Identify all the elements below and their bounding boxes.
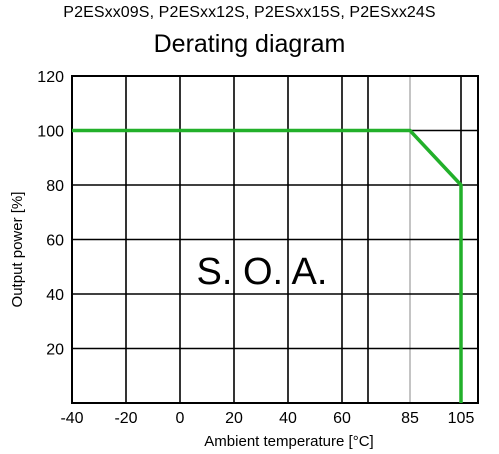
x-tick-label: 85 bbox=[401, 410, 419, 427]
x-tick-label: 0 bbox=[176, 410, 185, 427]
x-tick-label: -40 bbox=[60, 410, 83, 427]
y-tick-label: 60 bbox=[46, 233, 64, 250]
plot-frame bbox=[71, 75, 479, 404]
x-tick-label: 105 bbox=[448, 410, 475, 427]
y-tick-label: 100 bbox=[37, 124, 64, 141]
y-tick-label: 80 bbox=[46, 178, 64, 195]
x-tick-label: 20 bbox=[225, 410, 243, 427]
soa-annotation: S. O. A. bbox=[197, 251, 328, 293]
chart-title: Derating diagram bbox=[153, 30, 346, 58]
x-tick-label: 40 bbox=[279, 410, 297, 427]
y-tick-label: 120 bbox=[37, 69, 64, 86]
y-tick-label: 20 bbox=[46, 342, 64, 359]
x-axis-label: Ambient temperature [°C] bbox=[204, 433, 373, 450]
x-tick-label: -20 bbox=[114, 410, 137, 427]
y-axis-label: Output power [%] bbox=[9, 192, 26, 308]
y-tick-label: 40 bbox=[46, 287, 64, 304]
derating-curve bbox=[72, 128, 463, 403]
x-tick-label: 60 bbox=[333, 410, 351, 427]
chart-subtitle: P2ESxx09S, P2ESxx12S, P2ESxx15S, P2ESxx2… bbox=[63, 4, 436, 21]
